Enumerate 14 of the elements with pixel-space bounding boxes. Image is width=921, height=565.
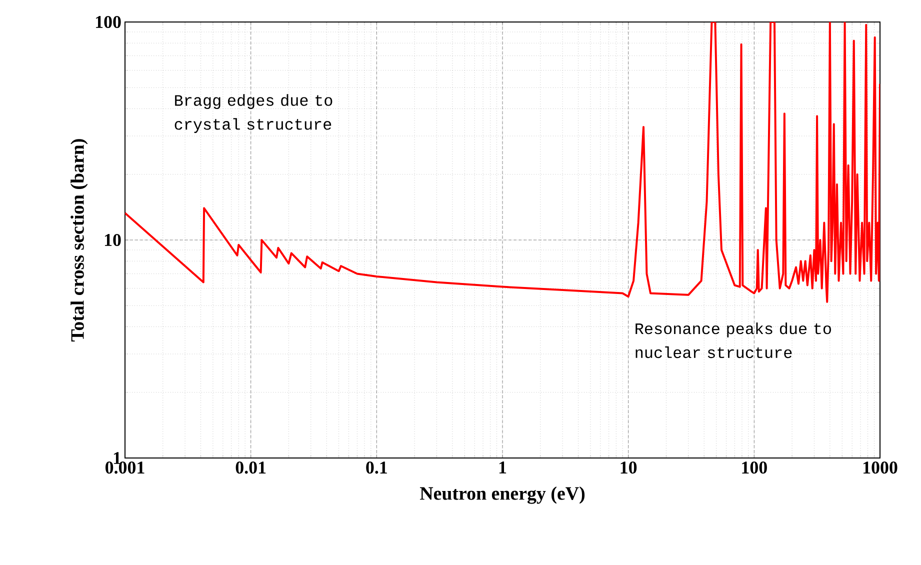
x-axis-title: Neutron energy (eV) bbox=[420, 486, 585, 504]
x-tick-label: 1 bbox=[499, 462, 506, 474]
x-tick-label: 0.1 bbox=[366, 462, 387, 474]
y-tick-label: 100 bbox=[96, 16, 121, 28]
x-tick-label: 10 bbox=[620, 462, 637, 474]
annotation: Bragg edges due to crystal structure bbox=[174, 94, 332, 133]
x-tick-label: 0.001 bbox=[106, 462, 144, 474]
y-tick-label: 10 bbox=[104, 234, 121, 246]
x-tick-label: 100 bbox=[742, 462, 767, 474]
y-tick-label: 1 bbox=[114, 452, 121, 464]
x-tick-label: 0.01 bbox=[236, 462, 266, 474]
x-tick-label: 1000 bbox=[864, 462, 898, 474]
annotation: Resonance peaks due to nuclear structure bbox=[636, 322, 831, 358]
y-axis-title: Total cross section (barn) bbox=[70, 139, 88, 342]
